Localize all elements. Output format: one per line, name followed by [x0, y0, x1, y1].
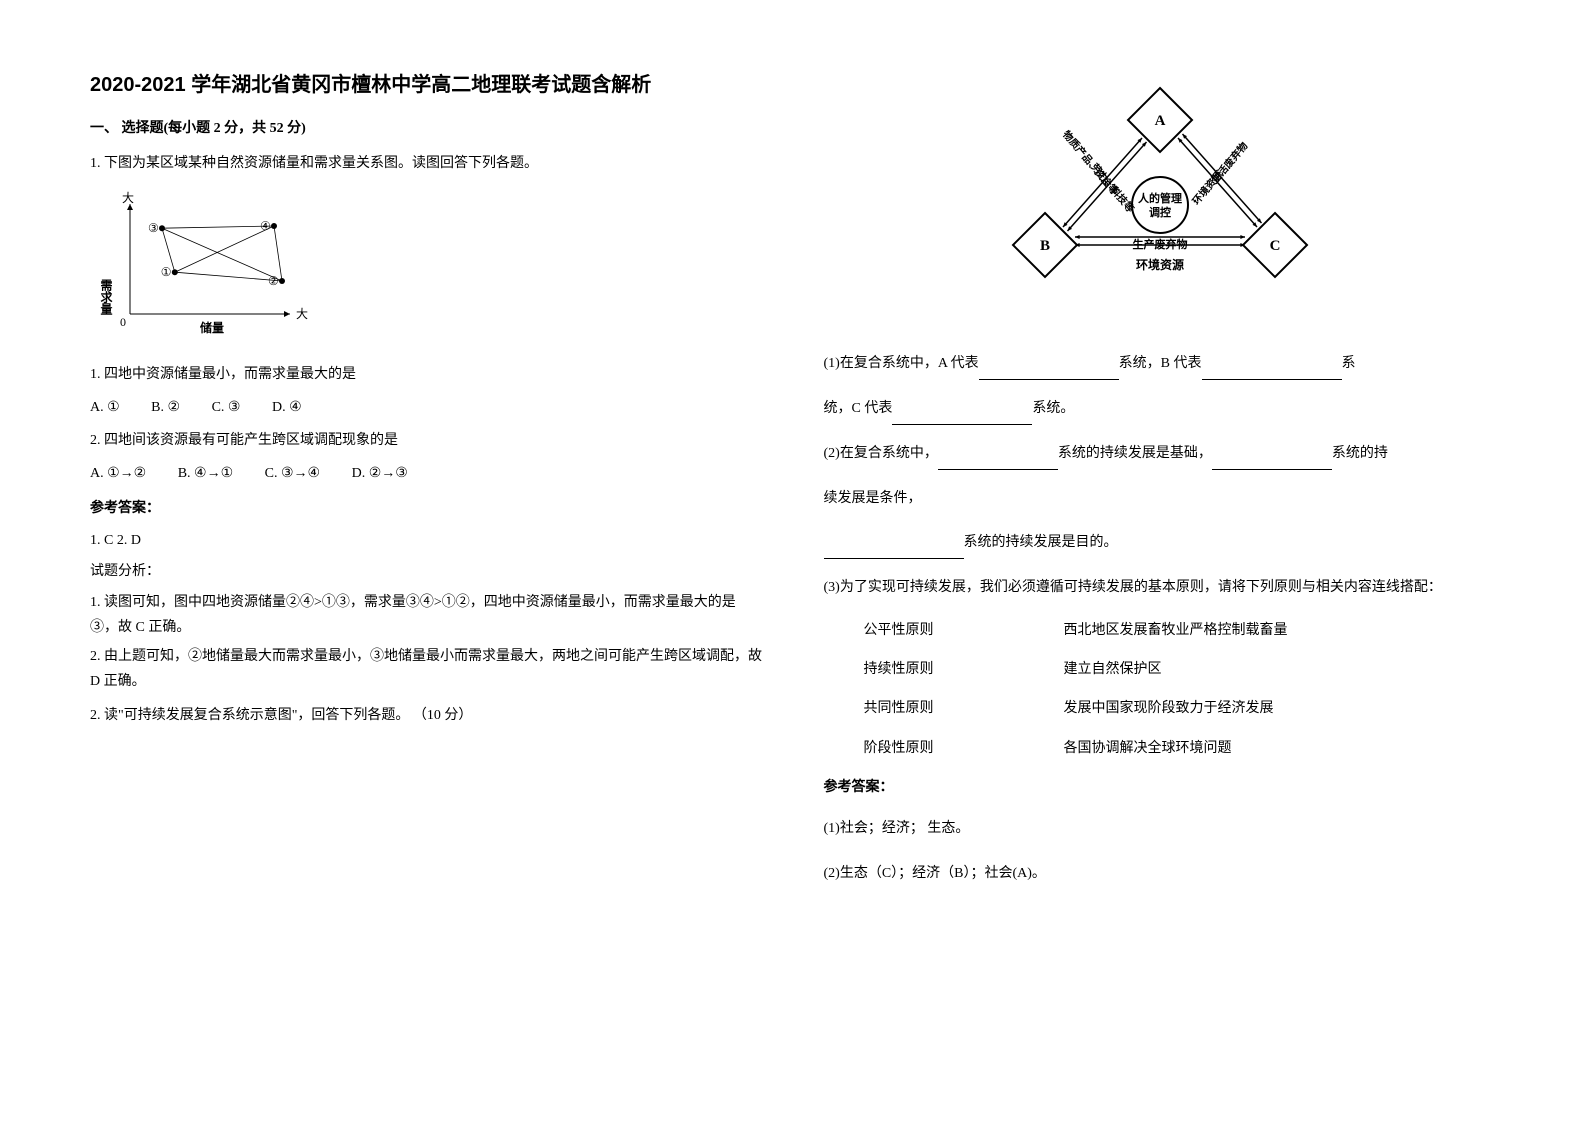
answer2-2: (2)生态（C）；经济（B）；社会(A)。 — [824, 859, 1498, 890]
scatter-chart-svg: 0大大储量需求量①②③④ — [90, 184, 340, 344]
fill-line-6: (3)为了实现可持续发展，我们必须遵循可持续发展的基本原则，请将下列原则与相关内… — [824, 573, 1498, 604]
q1-sub1-text: 1. 四地中资源储量最小，而需求量最大的是 — [90, 362, 764, 387]
answer-header-1: 参考答案： — [90, 496, 764, 521]
match-left-2: 持续性原则 — [864, 657, 1064, 682]
svg-text:生产废弃物: 生产废弃物 — [1133, 237, 1188, 251]
blank-5 — [1212, 453, 1332, 470]
svg-text:①: ① — [161, 266, 172, 280]
match-right-1: 西北地区发展畜牧业严格控制载畜量 — [1064, 618, 1498, 643]
svg-text:环境资源: 环境资源 — [1136, 257, 1184, 272]
blank-3 — [892, 408, 1032, 425]
q1-chart: 0大大储量需求量①②③④ — [90, 184, 764, 353]
svg-text:大: 大 — [296, 307, 308, 321]
q1-stem: 1. 下图为某区域某种自然资源储量和需求量关系图。读图回答下列各题。 — [90, 151, 764, 176]
document-title: 2020-2021 学年湖北省黄冈市檀林中学高二地理联考试题含解析 — [90, 70, 764, 100]
svg-text:0: 0 — [120, 315, 126, 329]
svg-text:劳力、科技等: 劳力、科技等 — [1089, 161, 1138, 215]
fill-3-end: 系统的持 — [1332, 446, 1388, 461]
analysis-1: 1. 读图可知，图中四地资源储量②④>①③，需求量③④>①②，四地中资源储量最小… — [90, 590, 764, 640]
option-d: D. ④ — [272, 400, 302, 415]
match-row-1: 公平性原则 西北地区发展畜牧业严格控制载畜量 — [864, 618, 1498, 643]
fill-2-pre: 统，C 代表 — [824, 401, 893, 416]
match-left-4: 阶段性原则 — [864, 736, 1064, 761]
system-diagram: ABC人的管理调控物质产品、资金等劳力、科技等生活废弃物环境资源生产废弃物环境资… — [824, 70, 1498, 319]
svg-text:储量: 储量 — [200, 320, 224, 335]
q1-answers: 1. C 2. D — [90, 528, 764, 553]
blank-1 — [979, 363, 1119, 380]
blank-2 — [1202, 363, 1342, 380]
fill-line-3: (2)在复合系统中， 系统的持续发展是基础， 系统的持 — [824, 439, 1498, 470]
svg-text:A: A — [1155, 113, 1166, 129]
analysis-header: 试题分析： — [90, 559, 764, 584]
q1-sub2-text: 2. 四地间该资源最有可能产生跨区域调配现象的是 — [90, 428, 764, 453]
svg-text:③: ③ — [148, 222, 159, 236]
svg-text:调控: 调控 — [1149, 205, 1171, 219]
match-left-3: 共同性原则 — [864, 696, 1064, 721]
option-a: A. ① — [90, 400, 120, 415]
match-row-4: 阶段性原则 各国协调解决全球环境问题 — [864, 736, 1498, 761]
svg-text:C: C — [1270, 238, 1281, 254]
left-column: 2020-2021 学年湖北省黄冈市檀林中学高二地理联考试题含解析 一、 选择题… — [90, 70, 764, 1052]
fill-3-mid: 系统的持续发展是基础， — [1058, 446, 1212, 461]
fill-line-2: 统，C 代表 系统。 — [824, 394, 1498, 425]
fill-line-4: 续发展是条件， — [824, 484, 1498, 515]
analysis-2: 2. 由上题可知，②地储量最大而需求量最小，③地储量最小而需求量最大，两地之间可… — [90, 644, 764, 694]
match-table: 公平性原则 西北地区发展畜牧业严格控制载畜量 持续性原则 建立自然保护区 共同性… — [864, 618, 1498, 761]
option-c: C. ③→④ — [265, 466, 320, 481]
match-right-3: 发展中国家现阶段致力于经济发展 — [1064, 696, 1498, 721]
fill-5-text: 系统的持续发展是目的。 — [964, 535, 1118, 550]
right-column: ABC人的管理调控物质产品、资金等劳力、科技等生活废弃物环境资源生产废弃物环境资… — [824, 70, 1498, 1052]
option-b: B. ④→① — [178, 466, 233, 481]
fill-2-end: 系统。 — [1032, 401, 1074, 416]
system-diagram-svg: ABC人的管理调控物质产品、资金等劳力、科技等生活废弃物环境资源生产废弃物环境资… — [980, 70, 1340, 310]
fill-line-5: 系统的持续发展是目的。 — [824, 528, 1498, 559]
svg-text:人的管理: 人的管理 — [1138, 191, 1182, 205]
blank-6 — [824, 542, 964, 559]
answer-block-2: 参考答案： (1)社会；经济； 生态。 (2)生态（C）；经济（B）；社会(A)… — [824, 775, 1498, 890]
q2-stem: 2. 读"可持续发展复合系统示意图"，回答下列各题。 （10 分） — [90, 703, 764, 728]
fill-1-end: 系 — [1342, 356, 1356, 371]
match-row-3: 共同性原则 发展中国家现阶段致力于经济发展 — [864, 696, 1498, 721]
option-a: A. ①→② — [90, 466, 146, 481]
option-b: B. ② — [151, 400, 180, 415]
svg-text:②: ② — [268, 274, 279, 288]
q1-sub1-options: A. ① B. ② C. ③ D. ④ — [90, 395, 764, 420]
answer-header-2: 参考答案： — [824, 775, 1498, 800]
svg-text:需求量: 需求量 — [99, 279, 113, 315]
match-row-2: 持续性原则 建立自然保护区 — [864, 657, 1498, 682]
answer2-1: (1)社会；经济； 生态。 — [824, 814, 1498, 845]
option-d: D. ②→③ — [352, 466, 408, 481]
svg-text:大: 大 — [122, 191, 134, 205]
fill-3-pre: (2)在复合系统中， — [824, 446, 938, 461]
fill-1-pre: (1)在复合系统中，A 代表 — [824, 356, 979, 371]
section-1-header: 一、 选择题(每小题 2 分，共 52 分) — [90, 116, 764, 141]
match-right-2: 建立自然保护区 — [1064, 657, 1498, 682]
q1-sub2-options: A. ①→② B. ④→① C. ③→④ D. ②→③ — [90, 461, 764, 486]
fill-1-mid: 系统，B 代表 — [1119, 356, 1202, 371]
match-right-4: 各国协调解决全球环境问题 — [1064, 736, 1498, 761]
svg-text:环境资源: 环境资源 — [1190, 168, 1226, 207]
option-c: C. ③ — [212, 400, 241, 415]
svg-text:④: ④ — [260, 219, 271, 233]
svg-text:B: B — [1040, 238, 1050, 254]
blank-4 — [938, 453, 1058, 470]
match-left-1: 公平性原则 — [864, 618, 1064, 643]
fill-line-1: (1)在复合系统中，A 代表 系统，B 代表 系 — [824, 349, 1498, 380]
